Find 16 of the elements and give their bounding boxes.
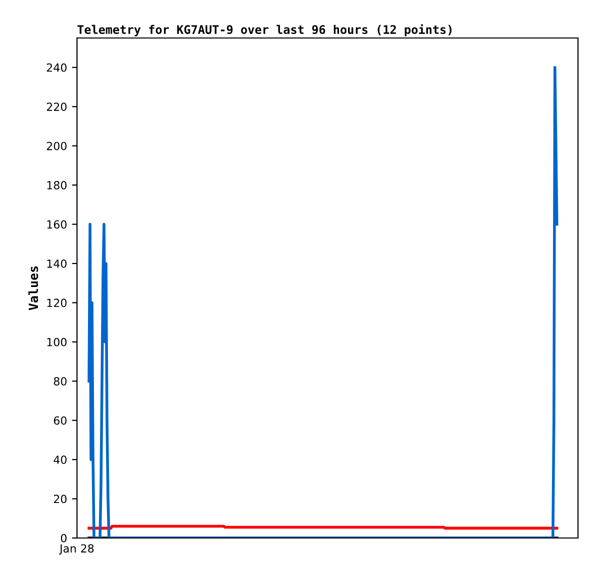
y-tick-label: 0 [60,534,67,542]
y-tick-label: 180 [47,181,67,190]
y-tick-label: 80 [54,377,67,386]
y-tick-label: 40 [54,456,67,464]
y-tick-label: 160 [47,220,67,229]
chart-title: Telemetry for KG7AUT-9 over last 96 hours (12 points) [78,24,452,36]
y-tick-label: 140 [47,259,67,268]
y-tick-label: 220 [46,102,67,112]
y-tick-label: 100 [47,338,67,346]
y-tick-label: 60 [54,416,67,425]
y-axis-title: Values [28,266,38,310]
y-tick-label: 20 [54,494,67,504]
y-tick-label: 240 [46,63,67,72]
text: Jan 28 [59,544,94,555]
y-tick-label: 120 [47,298,67,308]
y-tick-label: 200 [46,142,67,150]
